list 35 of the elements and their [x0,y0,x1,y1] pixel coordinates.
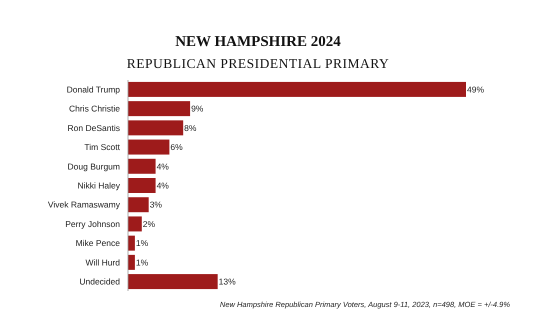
chart-title: NEW HAMPSHIRE 2024 [175,34,342,50]
y-tick-label: Perry Johnson [65,218,120,229]
y-tick-label: Mike Pence [76,238,120,248]
y-tick-label: Ron DeSantis [68,122,120,133]
bar [128,101,190,116]
bar [128,274,218,290]
data-label: 1% [136,238,149,248]
y-tick-label: Will Hurd [86,257,120,268]
data-label: 4% [156,161,170,172]
data-label: 2% [142,218,156,229]
bar [128,197,149,212]
data-label: 49% [467,84,484,94]
data-label: 4% [156,180,170,190]
bar [128,158,156,174]
chart-subtitle: REPUBLICAN PRESIDENTIAL PRIMARY [126,56,390,71]
y-tick-label: Undecided [79,276,120,287]
data-label: 8% [184,122,197,133]
data-label: 6% [170,142,184,152]
data-label: 9% [191,104,204,114]
data-label: 13% [218,276,236,287]
y-tick-label: Doug Burgum [68,161,120,172]
bar [128,254,135,270]
bar [128,82,466,97]
y-tick-label: Tim Scott [84,142,121,152]
data-label: 1% [136,257,149,268]
bar [128,140,170,155]
y-tick-label: Chris Christie [68,104,120,114]
bar [128,178,156,193]
data-label: 3% [150,200,162,210]
bar [128,120,184,136]
bar [128,236,135,251]
y-tick-label: Nikki Haley [77,180,121,190]
y-tick-label: Vivek Ramaswamy [48,200,121,210]
y-tick-label: Donald Trump [66,84,120,94]
bar [128,216,142,232]
